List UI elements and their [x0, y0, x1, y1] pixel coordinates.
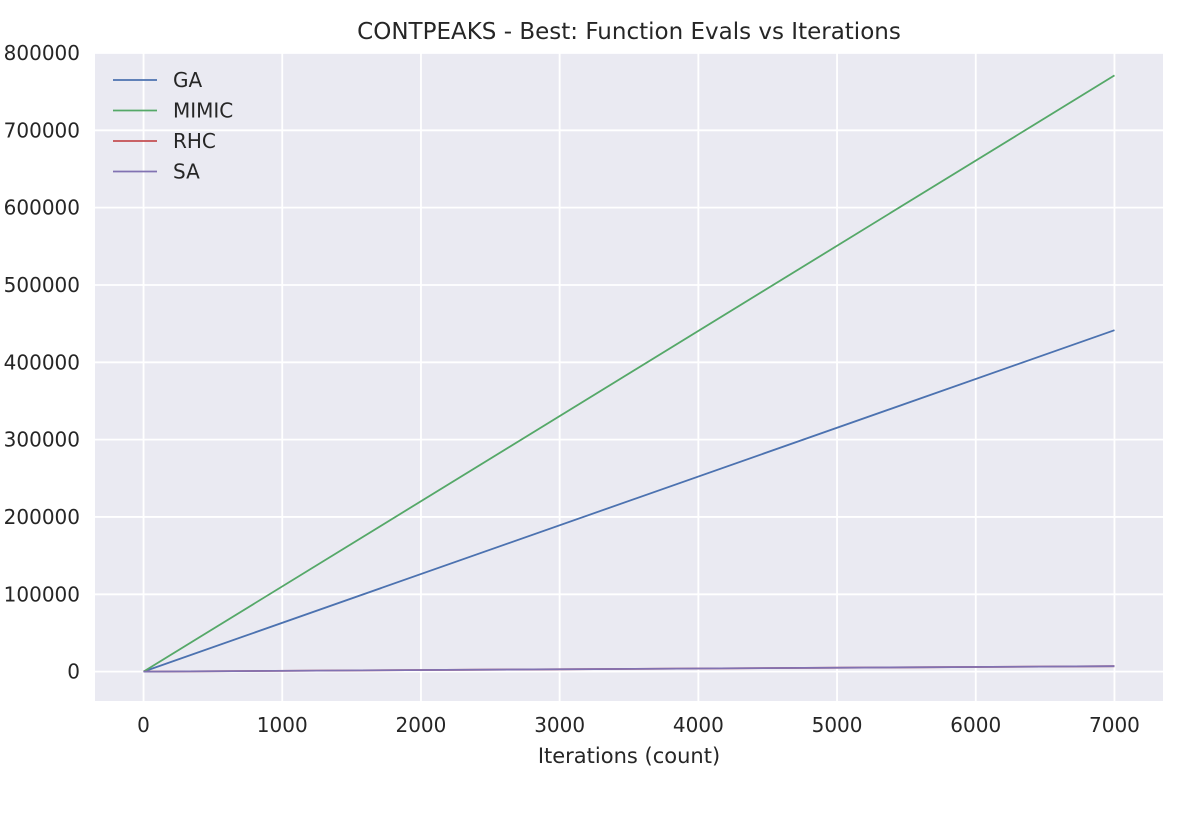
y-tick-label: 0: [67, 660, 80, 684]
y-tick-label: 100000: [4, 582, 80, 606]
y-tick-label: 500000: [4, 273, 80, 297]
y-tick-label: 800000: [4, 41, 80, 65]
legend-label-mimic: MIMIC: [173, 99, 233, 123]
x-tick-label: 1000: [257, 713, 308, 737]
x-axis: 0 1000 2000 3000 4000 5000 6000 7000: [137, 713, 1140, 737]
y-tick-label: 400000: [4, 350, 80, 374]
y-tick-label: 300000: [4, 428, 80, 452]
x-tick-label: 4000: [673, 713, 724, 737]
series-line-ga: [143, 329, 1115, 673]
y-tick-label: 700000: [4, 118, 80, 142]
y-tick-label: 600000: [4, 196, 80, 220]
legend-label-ga: GA: [173, 68, 202, 92]
series-line-sa: [143, 665, 1115, 673]
y-tick-label: 200000: [4, 505, 80, 529]
legend-label-sa: SA: [173, 160, 200, 184]
x-tick-label: 7000: [1089, 713, 1140, 737]
x-tick-label: 6000: [950, 713, 1001, 737]
x-tick-label: 0: [137, 713, 150, 737]
series-line-mimic: [143, 74, 1115, 673]
legend-label-rhc: RHC: [173, 129, 216, 153]
y-axis: 0 100000 200000 300000 400000 500000 600000 700…: [4, 41, 80, 684]
x-tick-label: 2000: [395, 713, 446, 737]
x-tick-label: 5000: [812, 713, 863, 737]
chart-title: CONTPEAKS - Best: Function Evals vs Iter…: [357, 19, 901, 45]
legend: GA MIMIC RHC SA: [113, 68, 233, 184]
series-lines: [143, 74, 1115, 673]
x-tick-label: 3000: [534, 713, 585, 737]
x-axis-title: Iterations (count): [538, 744, 720, 768]
